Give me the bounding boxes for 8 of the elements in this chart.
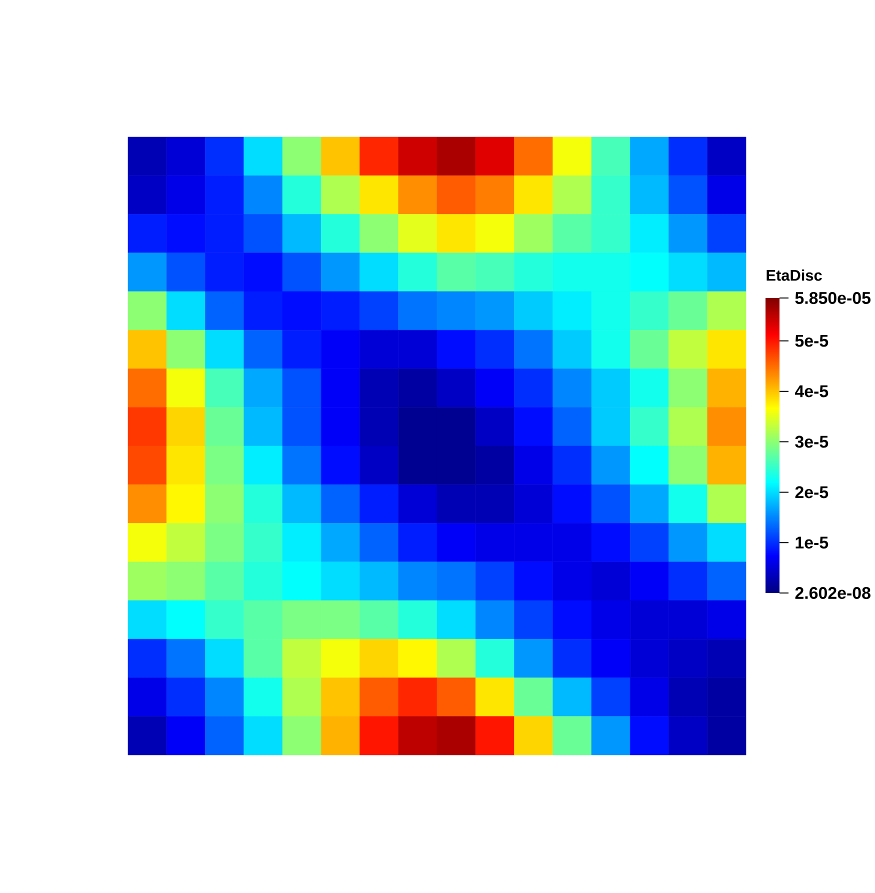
color-bar-label: 2e-5: [795, 486, 828, 498]
color-bar-label: 1e-5: [796, 536, 828, 549]
color-bar-label: 5.850e-05: [795, 292, 871, 304]
color-bar-label: 5e-5: [795, 334, 828, 347]
color-bar-label: 3e-5: [795, 436, 828, 448]
color-bar-label: 2.602e-08: [795, 587, 870, 599]
color-bar-label: 4e-5: [794, 385, 828, 398]
color-bar-title: EtaDisc: [766, 269, 822, 281]
